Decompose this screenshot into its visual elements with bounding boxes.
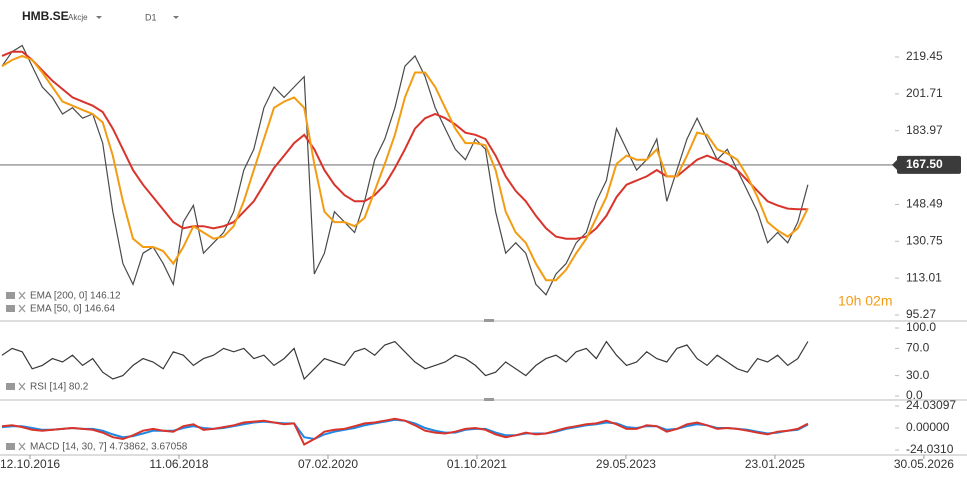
dropdown-arrow[interactable] — [96, 16, 102, 19]
instrument-kind[interactable]: Akcje — [68, 13, 88, 22]
symbol[interactable]: HMB.SE — [22, 9, 69, 23]
dropdown-arrow[interactable] — [173, 16, 179, 19]
resize-handle[interactable] — [484, 319, 494, 322]
price-line — [1, 44, 809, 296]
y-tick-label: 148.49 — [906, 197, 943, 211]
x-tick-label: 12.10.2016 — [0, 457, 60, 471]
x-tick-label: 30.05.2026 — [894, 457, 954, 471]
last-price-box — [897, 155, 961, 174]
legend-icons[interactable] — [6, 292, 15, 450]
series-line — [1, 50, 808, 240]
last-price-label: 167.50 — [906, 157, 943, 171]
y-tick-label: 70.0 — [906, 341, 930, 355]
series-line — [1, 54, 809, 282]
legend-ema200: EMA [200, 0] 146.12 — [30, 291, 121, 302]
rsi-label: RSI [14] 80.2 — [30, 382, 89, 393]
y-tick-label: 0.00000 — [906, 420, 950, 434]
y-tick-label: 100.0 — [906, 320, 936, 334]
x-tick-label: 07.02.2020 — [298, 457, 358, 471]
y-tick-label: 95.27 — [906, 307, 936, 321]
legend-close[interactable] — [18, 291, 26, 451]
y-tick-label: 219.45 — [906, 49, 943, 63]
series-line — [1, 418, 809, 441]
y-tick-label: 30.0 — [906, 368, 930, 382]
y-tick-label: 183.97 — [906, 123, 943, 137]
x-tick-label: 29.05.2023 — [596, 457, 656, 471]
x-tick-label: 11.06.2018 — [149, 457, 208, 471]
y-tick-label: 201.71 — [906, 86, 943, 100]
y-tick-label: 130.75 — [906, 233, 943, 247]
series-line — [1, 417, 809, 446]
y-tick-label: -24.0310 — [906, 442, 954, 456]
y-tick-label: 0.0 — [906, 388, 923, 402]
price-line — [1, 340, 809, 381]
legend-ema50: EMA [50, 0] 146.64 — [30, 304, 115, 315]
interval[interactable]: D1 — [145, 12, 157, 22]
macd-label: MACD [14, 30, 7] 4.73862, 3.67058 — [30, 442, 188, 453]
x-tick-label: 23.01.2025 — [745, 457, 805, 471]
countdown: 10h 02m — [838, 293, 892, 309]
y-tick-label: 113.01 — [906, 270, 942, 284]
last-price-pointer — [892, 159, 897, 170]
y-tick-label: 24.03097 — [906, 398, 956, 412]
x-tick-label: 01.10.2021 — [447, 457, 507, 471]
resize-handle[interactable] — [484, 398, 494, 401]
